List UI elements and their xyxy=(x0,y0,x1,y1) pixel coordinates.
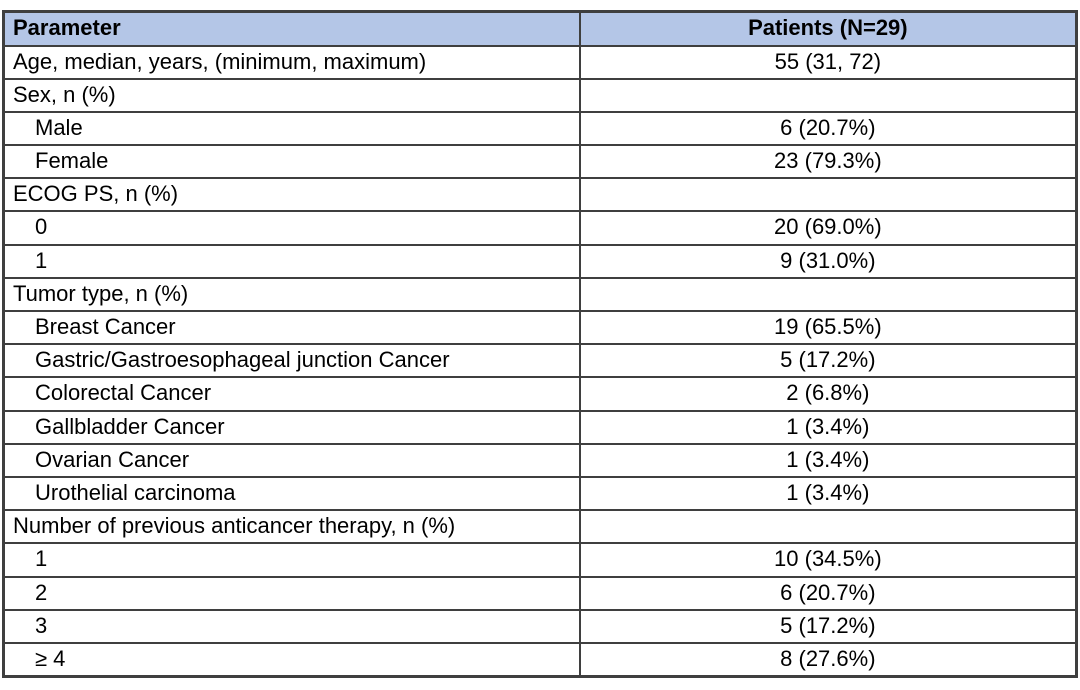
value-cell xyxy=(578,509,1078,545)
value-cell: 1 (3.4%) xyxy=(578,442,1078,478)
value-cell: 19 (65.5%) xyxy=(578,309,1078,346)
value-cell xyxy=(578,77,1078,113)
parameter-cell: Male xyxy=(2,110,581,147)
value-cell: 1 (3.4%) xyxy=(578,475,1078,512)
value-cell: 2 (6.8%) xyxy=(578,376,1078,412)
header-cell-patients: Patients (N=29) xyxy=(578,10,1078,47)
table-row: Female 23 (79.3%) xyxy=(2,144,1078,180)
parameter-cell: Urothelial carcinoma xyxy=(2,475,581,512)
value-cell: 1 (3.4%) xyxy=(578,409,1078,445)
value-cell: 6 (20.7%) xyxy=(578,575,1078,611)
value-cell: 8 (27.6%) xyxy=(578,641,1078,678)
parameter-cell: Gallbladder Cancer xyxy=(2,409,581,445)
parameter-cell: 3 xyxy=(2,608,581,644)
value-cell: 23 (79.3%) xyxy=(578,144,1078,180)
parameter-cell: 1 xyxy=(2,542,581,578)
header-row: Parameter Patients (N=29) xyxy=(2,10,1078,47)
parameter-cell: 2 xyxy=(2,575,581,611)
table-row: Gastric/Gastroesophageal junction Cancer… xyxy=(2,343,1078,379)
parameter-cell: Gastric/Gastroesophageal junction Cancer xyxy=(2,343,581,379)
value-cell: 10 (34.5%) xyxy=(578,542,1078,578)
table-row: ECOG PS, n (%) xyxy=(2,177,1078,213)
table-row: Breast Cancer 19 (65.5%) xyxy=(2,309,1078,346)
patient-characteristics-table: Parameter Patients (N=29) Age, median, y… xyxy=(2,10,1078,679)
value-cell: 20 (69.0%) xyxy=(578,210,1078,246)
value-cell xyxy=(578,276,1078,313)
parameter-cell: Breast Cancer xyxy=(2,309,581,346)
parameter-cell: Sex, n (%) xyxy=(2,77,581,113)
parameter-cell: Tumor type, n (%) xyxy=(2,276,581,313)
parameter-cell: 0 xyxy=(2,210,581,246)
table-row: Sex, n (%) xyxy=(2,77,1078,113)
table-row: Gallbladder Cancer 1 (3.4%) xyxy=(2,409,1078,445)
value-cell xyxy=(578,177,1078,213)
value-cell: 6 (20.7%) xyxy=(578,110,1078,147)
table-row: Age, median, years, (minimum, maximum) 55… xyxy=(2,44,1078,80)
value-cell: 9 (31.0%) xyxy=(578,243,1078,279)
table-row: Tumor type, n (%) xyxy=(2,276,1078,313)
value-cell: 5 (17.2%) xyxy=(578,608,1078,644)
parameter-cell: Colorectal Cancer xyxy=(2,376,581,412)
table-row: Urothelial carcinoma 1 (3.4%) xyxy=(2,475,1078,512)
table-row: 1 10 (34.5%) xyxy=(2,542,1078,578)
table-row: 0 20 (69.0%) xyxy=(2,210,1078,246)
parameter-cell: 1 xyxy=(2,243,581,279)
header-cell-parameter: Parameter xyxy=(2,10,581,47)
table-row: Ovarian Cancer 1 (3.4%) xyxy=(2,442,1078,478)
value-cell: 5 (17.2%) xyxy=(578,343,1078,379)
parameter-cell: ECOG PS, n (%) xyxy=(2,177,581,213)
parameter-cell: ≥ 4 xyxy=(2,641,581,678)
table-row: Male 6 (20.7%) xyxy=(2,110,1078,147)
parameter-cell: Female xyxy=(2,144,581,180)
table-row: Number of previous anticancer therapy, n… xyxy=(2,509,1078,545)
parameter-cell: Number of previous anticancer therapy, n… xyxy=(2,509,581,545)
parameter-cell: Ovarian Cancer xyxy=(2,442,581,478)
table-body: Age, median, years, (minimum, maximum) 55… xyxy=(2,44,1078,678)
value-cell: 55 (31, 72) xyxy=(578,44,1078,80)
table-row: Colorectal Cancer 2 (6.8%) xyxy=(2,376,1078,412)
parameter-cell: Age, median, years, (minimum, maximum) xyxy=(2,44,581,80)
